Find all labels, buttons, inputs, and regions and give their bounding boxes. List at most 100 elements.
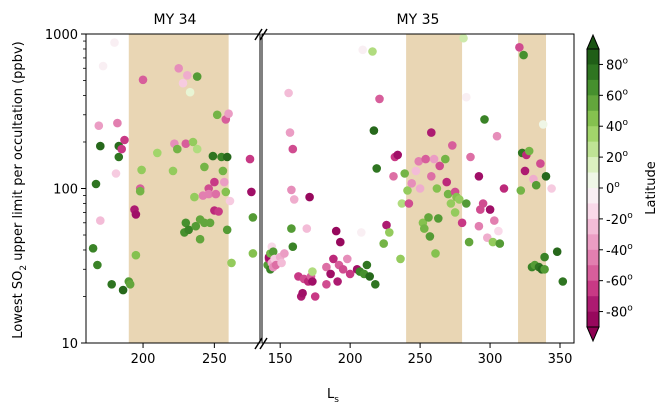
data-point [91, 179, 101, 189]
data-point [298, 288, 307, 298]
data-point [137, 165, 146, 175]
colorbar-cell [587, 296, 599, 312]
data-point [224, 109, 233, 118]
data-point [538, 120, 548, 129]
data-point [183, 71, 192, 80]
data-point [397, 199, 407, 208]
data-point [385, 228, 394, 237]
data-point [450, 208, 460, 217]
data-point [495, 239, 505, 248]
data-point [222, 225, 232, 235]
data-point [308, 277, 317, 286]
data-point [94, 121, 104, 130]
data-point [457, 218, 467, 228]
data-point [214, 207, 223, 216]
data-point [411, 166, 421, 176]
data-point [192, 72, 202, 81]
colorbar-tick-label: 0o [606, 180, 620, 197]
data-point [541, 172, 551, 181]
x-axis-title: Ls [327, 387, 339, 405]
data-point [547, 184, 556, 193]
y-axis-title: Lowest SO2 upper limit per occultation (… [11, 41, 29, 338]
data-point [131, 210, 141, 219]
data-point [118, 285, 128, 295]
data-point [93, 260, 102, 270]
data-point [365, 272, 375, 281]
data-point [434, 214, 443, 223]
data-point [98, 61, 108, 71]
data-point [329, 254, 338, 264]
colorbar-cell [587, 234, 599, 251]
data-point [446, 199, 456, 208]
data-point [210, 177, 219, 187]
p1-bands [406, 34, 547, 343]
data-point [455, 195, 464, 204]
data-point [357, 228, 366, 237]
data-point [336, 237, 345, 247]
x-tick-label: 150 [268, 352, 293, 367]
colorbar-tick-label: -40o [606, 242, 633, 259]
data-point [138, 75, 148, 85]
panel-my35: MY 35 150 200 250 300 350 [261, 12, 575, 367]
data-point [372, 164, 382, 173]
data-point [338, 265, 348, 274]
data-point [407, 179, 417, 188]
data-point [326, 269, 335, 279]
data-point [343, 254, 352, 264]
colorbar: 80o 60o 40o 20o 0o -20o -40o -60o -80o Latitude [586, 33, 659, 343]
y-axis-ticks: 10 100 1000 [45, 28, 86, 352]
data-point [369, 126, 379, 135]
colorbar-tick-label: 20o [606, 149, 629, 166]
data-point [190, 192, 199, 202]
colorbar-cell [587, 141, 599, 158]
data-point [181, 218, 191, 228]
colorbar-cell [587, 265, 599, 281]
data-point [362, 260, 372, 270]
data-point [540, 265, 549, 274]
data-point [389, 172, 398, 181]
data-point [519, 50, 528, 60]
colorbar-label: Latitude [644, 161, 659, 215]
data-point [268, 247, 278, 256]
data-point [540, 252, 549, 262]
data-point [520, 166, 530, 176]
data-point [96, 141, 105, 151]
panel-my34: MY 34 200 250 [85, 12, 261, 367]
colorbar-cell [587, 95, 599, 112]
data-point [277, 258, 286, 268]
data-point [288, 242, 298, 251]
data-point [524, 146, 534, 156]
data-point [382, 220, 391, 230]
data-point [308, 267, 317, 276]
colorbar-cell [587, 203, 599, 220]
colorbar-bottom-arrow [586, 326, 600, 343]
data-point [168, 166, 178, 176]
data-point [536, 159, 545, 168]
data-point [113, 118, 122, 128]
data-point [424, 213, 433, 222]
data-point [462, 199, 471, 208]
data-point [466, 152, 475, 162]
data-point [368, 47, 377, 56]
data-point [289, 195, 299, 204]
data-point [96, 216, 105, 225]
colorbar-tick-label: -20o [606, 211, 633, 228]
colorbar-top-arrow [586, 33, 600, 50]
data-point [400, 169, 410, 178]
x-tick-label: 300 [478, 352, 503, 367]
data-point [485, 205, 495, 214]
data-point [415, 184, 425, 193]
colorbar-cell [587, 79, 599, 96]
colorbar-cells [587, 49, 599, 328]
data-point [218, 166, 228, 176]
colorbar-cell [587, 49, 599, 65]
data-point [331, 226, 341, 236]
data-point [225, 196, 235, 206]
x-tick-label: 250 [408, 352, 433, 367]
data-point [195, 234, 205, 244]
data-point [435, 161, 445, 171]
axis-break-marks [254, 28, 268, 350]
data-point [421, 154, 431, 164]
data-point [379, 239, 389, 248]
data-point [492, 131, 502, 141]
